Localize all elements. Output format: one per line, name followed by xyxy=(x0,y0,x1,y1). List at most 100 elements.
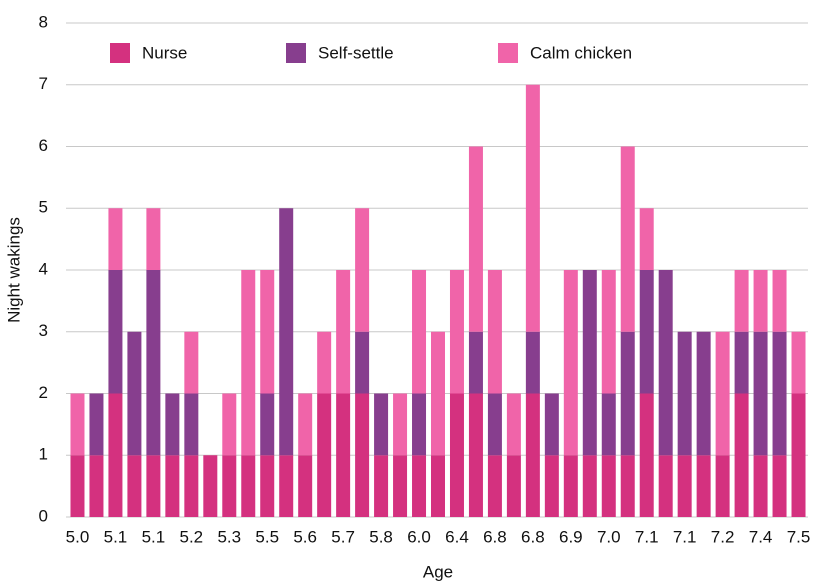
bar-segment xyxy=(487,393,502,456)
bar-segment xyxy=(449,393,464,517)
x-tick-label: 5.5 xyxy=(255,527,279,546)
y-tick-label: 8 xyxy=(39,12,48,31)
bar-segment xyxy=(184,331,199,394)
bar-segment xyxy=(677,455,692,517)
bar-segment xyxy=(601,270,616,394)
x-tick-label: 5.1 xyxy=(142,527,166,546)
bar-segment xyxy=(734,393,749,517)
bar-segment xyxy=(260,270,275,394)
y-tick-label: 4 xyxy=(39,259,48,278)
bar-segment xyxy=(487,455,502,517)
legend-label: Calm chicken xyxy=(530,43,632,62)
bar-segment xyxy=(70,393,85,456)
x-tick-label: 5.0 xyxy=(66,527,90,546)
bar-segment xyxy=(89,455,104,517)
bar-segment xyxy=(431,331,445,456)
y-tick-label: 3 xyxy=(39,321,48,340)
bar-segment xyxy=(563,455,578,517)
bar-segment xyxy=(184,455,199,517)
bar-segment xyxy=(753,270,768,332)
y-axis-label: Night wakings xyxy=(4,217,23,323)
bar-segment xyxy=(696,331,711,456)
bar-segment xyxy=(715,455,730,517)
bar-segment xyxy=(620,146,635,332)
bar-segment xyxy=(222,393,237,456)
y-tick-label: 1 xyxy=(39,445,48,464)
y-tick-label: 6 xyxy=(39,136,48,155)
bar-segment xyxy=(374,455,389,517)
legend-swatch xyxy=(498,43,518,63)
bar-segment xyxy=(393,393,408,456)
bar-segment xyxy=(355,208,370,332)
bar-segment xyxy=(336,270,351,394)
bar-segment xyxy=(260,393,275,456)
bar-segment xyxy=(260,455,275,517)
y-tick-label: 0 xyxy=(39,506,48,525)
legend-swatch xyxy=(286,43,306,63)
bar-segment xyxy=(468,393,483,517)
bar-segment xyxy=(298,455,313,517)
bar-segment xyxy=(108,270,123,394)
bar-segment xyxy=(772,455,787,517)
x-tick-label: 7.2 xyxy=(711,527,735,546)
bar-segment xyxy=(393,455,408,517)
bar-segment xyxy=(355,331,370,394)
y-tick-label: 2 xyxy=(39,383,48,402)
bar-segment xyxy=(146,208,161,270)
bar-segment xyxy=(374,393,389,456)
bar-segment xyxy=(203,455,218,517)
bar-segment xyxy=(355,393,370,517)
x-tick-label: 5.8 xyxy=(369,527,393,546)
legend-swatch xyxy=(110,43,130,63)
x-axis-label: Age xyxy=(423,562,453,581)
x-tick-label: 5.6 xyxy=(293,527,317,546)
bar-segment xyxy=(639,208,654,270)
bar-segment xyxy=(127,331,142,456)
bar-segment xyxy=(108,393,123,517)
bar-segment xyxy=(715,331,730,456)
bar-segment xyxy=(582,270,597,456)
bar-segment xyxy=(525,393,540,517)
bar-segment xyxy=(753,455,768,517)
bar-segment xyxy=(241,455,256,517)
bar-segment xyxy=(772,331,787,456)
bar-segment xyxy=(696,455,711,517)
bar-segment xyxy=(184,393,199,456)
y-tick-label: 5 xyxy=(39,198,48,217)
bar-segment xyxy=(317,331,332,394)
bar-segment xyxy=(582,455,597,517)
bar-segment xyxy=(620,331,635,456)
bar-segment xyxy=(70,455,85,517)
bar-segment xyxy=(336,393,351,517)
bar-segment xyxy=(525,84,540,332)
bar-segment xyxy=(487,270,502,394)
bar-segment xyxy=(791,393,806,517)
bar-segment xyxy=(791,331,806,394)
bar-segment xyxy=(639,393,654,517)
bar-segment xyxy=(506,455,521,517)
x-tick-label: 7.1 xyxy=(673,527,697,546)
bar-segment xyxy=(677,331,692,456)
x-tick-label: 5.2 xyxy=(180,527,204,546)
bar-segment xyxy=(601,393,616,456)
bar-segment xyxy=(412,270,427,394)
bar-segment xyxy=(412,393,427,456)
bar-segment xyxy=(146,270,161,456)
bar-segment xyxy=(639,270,654,394)
bar-segment xyxy=(412,455,427,517)
bar-segment xyxy=(734,270,749,332)
bar-segment xyxy=(468,331,483,394)
y-tick-label: 7 xyxy=(39,74,48,93)
bar-segment xyxy=(658,270,673,456)
bar-segment xyxy=(127,455,142,517)
bar-segment xyxy=(241,270,256,456)
x-tick-label: 6.9 xyxy=(559,527,583,546)
bar-segment xyxy=(753,331,768,456)
bar-segment xyxy=(563,270,578,456)
bar-segment xyxy=(279,455,294,517)
x-tick-label: 6.0 xyxy=(407,527,431,546)
bar-segment xyxy=(298,393,313,456)
bar-segment xyxy=(544,455,559,517)
x-tick-label: 5.7 xyxy=(331,527,355,546)
